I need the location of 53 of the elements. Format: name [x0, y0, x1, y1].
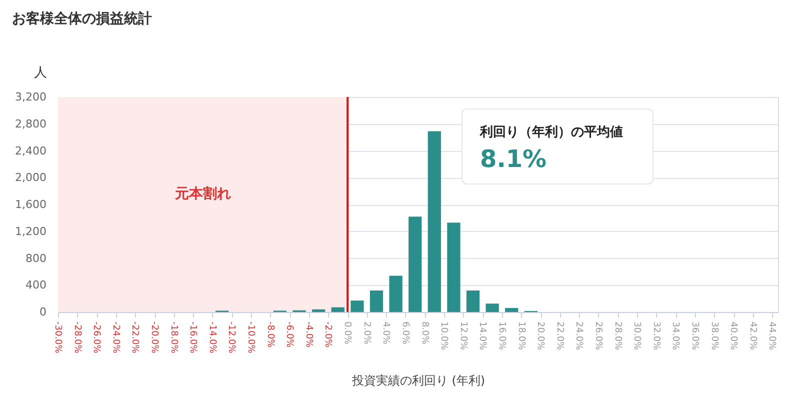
x-tick-label: 44.0%	[766, 322, 777, 351]
y-tick-label: 800	[26, 252, 46, 265]
x-tick-label: -24.0%	[110, 322, 120, 354]
annotation: 8.1%	[480, 145, 547, 173]
x-tick-label: 32.0%	[650, 322, 661, 351]
x-tick-label: -8.0%	[264, 322, 275, 348]
x-tick-label: -18.0%	[168, 322, 178, 354]
x-tick-label: 40.0%	[728, 322, 738, 351]
x-tick-label: -28.0%	[72, 322, 82, 354]
x-tick-label: 16.0%	[496, 322, 506, 351]
x-tick-label: 36.0%	[689, 322, 700, 351]
x-tick-label: -2.0%	[322, 322, 333, 348]
x-tick-label: 0.0%	[342, 322, 352, 345]
annotation: 利回り（年利）の平均値	[479, 124, 623, 140]
x-axis-title: 投資実績の利回り (年利)	[350, 373, 486, 388]
x-tick-label: -26.0%	[91, 322, 102, 354]
x-tick-label: 2.0%	[361, 322, 372, 345]
x-tick-label: 8.0%	[419, 322, 430, 345]
y-tick-label: 2,000	[15, 171, 46, 184]
y-tick-label: 0	[40, 306, 46, 318]
x-tick-label: 18.0%	[516, 322, 526, 351]
y-tick-label: 1,600	[15, 198, 46, 211]
x-tick-label: -16.0%	[188, 322, 198, 354]
x-tick-label: 4.0%	[380, 322, 391, 345]
x-tick-label: 12.0%	[458, 322, 468, 351]
x-tick-label: 30.0%	[632, 322, 642, 351]
band-label: 元本割れ	[174, 185, 231, 202]
y-tick-label: 400	[26, 278, 46, 292]
x-tick-label: 34.0%	[670, 322, 680, 351]
y-axis-title: 人	[34, 66, 47, 80]
x-tick-label: 28.0%	[612, 322, 622, 351]
x-tick-label: 20.0%	[535, 322, 546, 351]
x-tick-label: -10.0%	[246, 322, 256, 354]
y-tick-label: 1,200	[15, 224, 46, 238]
x-tick-label: -22.0%	[130, 322, 140, 354]
x-tick-label: -30.0%	[52, 322, 62, 354]
x-tick-label: 42.0%	[747, 322, 758, 351]
y-tick-label: 2,800	[15, 117, 46, 130]
y-tick-label: 3,200	[15, 90, 46, 104]
x-tick-label: -6.0%	[284, 322, 294, 348]
x-tick-label: 14.0%	[477, 322, 488, 351]
x-tick-label: -4.0%	[303, 322, 314, 348]
x-tick-label: 22.0%	[554, 322, 564, 351]
x-tick-label: -14.0%	[206, 322, 217, 354]
x-tick-label: -20.0%	[149, 322, 160, 354]
x-tick-label: 38.0%	[708, 322, 719, 351]
chart-title: お客様全体の損益統計	[12, 10, 152, 27]
x-tick-label: 10.0%	[438, 322, 449, 351]
y-tick-label: 2,400	[15, 144, 46, 158]
x-tick-label: 26.0%	[592, 322, 603, 351]
x-tick-label: 6.0%	[400, 322, 410, 345]
x-tick-label: 24.0%	[574, 322, 584, 351]
x-tick-label: -12.0%	[226, 322, 236, 354]
